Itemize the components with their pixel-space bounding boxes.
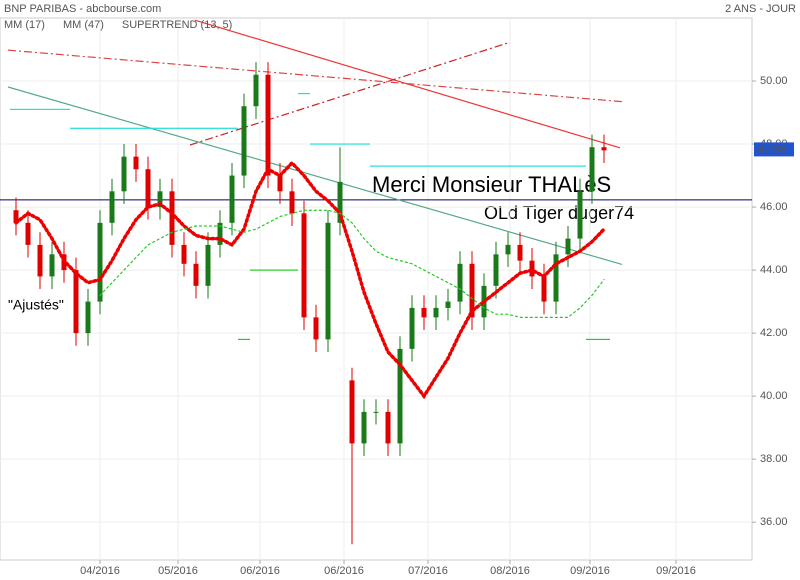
last-price-label: 47.83 [758,143,786,155]
y-tick-label: 46.00 [760,201,788,213]
x-tick-label: 08/2016 [490,565,530,577]
candle-body [601,147,607,151]
candle-body [265,74,271,176]
x-tick-label: 04/2016 [80,565,120,577]
candle-body [181,244,187,264]
plot-area [0,17,753,561]
candle-body [385,411,391,444]
candle-body [589,147,595,192]
x-tick-label: 09/2016 [570,565,610,577]
candle-body [349,380,355,444]
candle-body [109,191,115,223]
candle-body [325,222,331,340]
y-tick-label: 40.00 [760,390,788,402]
candle-body [205,244,211,286]
candle-body [277,175,283,192]
candle-body [193,263,199,286]
candle-body [529,260,535,277]
moving-average [14,160,606,400]
legend-entry: SUPERTREND (13, 5) [122,19,232,31]
candle-body [493,254,499,286]
candle-body [217,222,223,245]
legend-entry: MM (17) [4,19,45,31]
candle-body [565,238,571,255]
candle-body [361,411,367,444]
candle-body [97,222,103,302]
candle-body [313,317,319,340]
candle-body [241,106,247,176]
x-tick-label: 07/2016 [408,565,448,577]
candle-body [421,307,427,318]
candle-body [337,181,343,223]
y-tick-label: 36.00 [760,516,788,528]
chart-title: BNP PARIBAS - abcbourse.com [4,3,161,15]
moving-average [99,209,605,318]
candle-body [145,169,151,208]
candle-body [169,191,175,245]
candle-body [253,74,259,107]
candle-body [553,254,559,302]
candle-body [445,301,451,308]
annotation: Merci Monsieur THALèS [372,172,611,197]
candle-body [25,222,31,245]
candle-body [121,156,127,192]
x-tick-label: 06/2016 [324,565,364,577]
candle-body [373,411,379,413]
candle-body [13,210,19,223]
candle-body [37,244,43,277]
candle-body [49,254,55,277]
candle-body [409,307,415,349]
y-tick-label: 50.00 [760,75,788,87]
candle-body [397,348,403,444]
candle-body [577,191,583,239]
chart-subtitle: 2 ANS - JOUR [725,3,796,15]
candle-body [301,213,307,318]
annotation: "Ajustés" [8,297,64,313]
legend-entry: MM (47) [63,19,104,31]
trend-line [7,49,625,103]
candle-body [517,244,523,261]
candle-body [73,270,79,334]
candle-body [505,244,511,255]
candle-body [85,301,91,334]
y-tick-label: 42.00 [760,327,788,339]
x-tick-label: 09/2016 [656,565,696,577]
x-tick-label: 05/2016 [158,565,198,577]
x-tick-label: 06/2016 [240,565,280,577]
y-tick-label: 38.00 [760,453,788,465]
y-tick-label: 44.00 [760,264,788,276]
candle-body [157,191,163,208]
candle-body [457,263,463,302]
candle-body [229,175,235,223]
annotation: OLd Tiger duger74 [484,203,634,223]
candle-body [289,191,295,214]
candle-body [133,156,139,170]
candle-body [469,263,475,318]
last-price-box [754,142,794,157]
candle-body [541,276,547,302]
candle-body [433,307,439,318]
